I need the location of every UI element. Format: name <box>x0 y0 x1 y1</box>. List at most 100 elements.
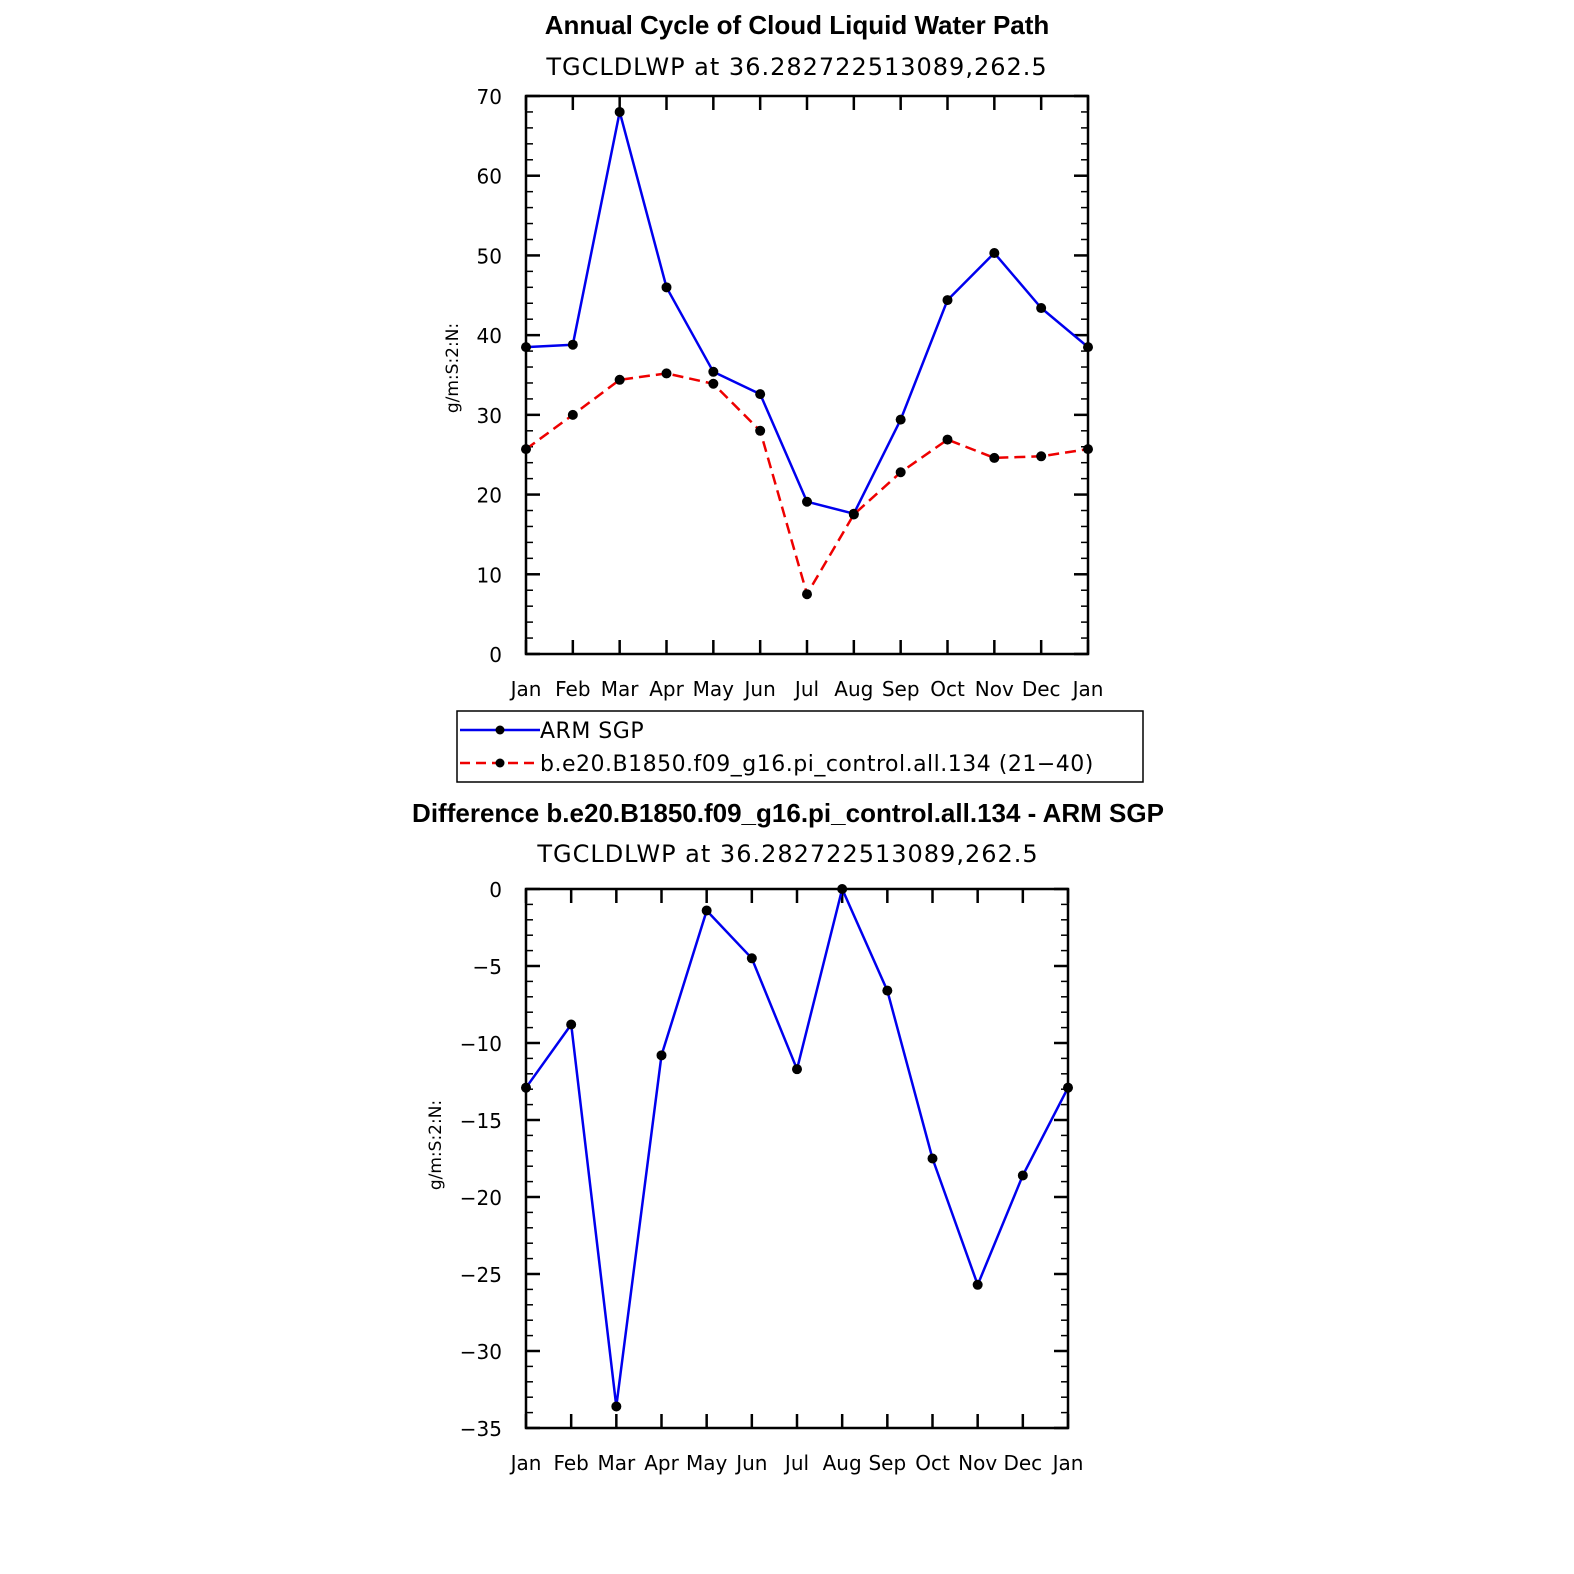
data-point <box>521 342 531 353</box>
legend-entry-arm-sgp: ARM SGP <box>460 719 644 744</box>
chart-title: Difference b.e20.B1850.f09_g16.pi_contro… <box>412 798 1164 828</box>
x-tick-label: Oct <box>915 1451 950 1475</box>
data-point <box>661 282 672 293</box>
x-tick-label: Apr <box>644 1451 679 1475</box>
x-tick-label: May <box>686 1451 728 1475</box>
x-tick-label: Mar <box>601 677 640 701</box>
data-point <box>942 434 953 445</box>
data-point <box>1036 451 1047 462</box>
data-point <box>708 366 719 377</box>
data-point <box>567 409 578 420</box>
y-tick-label: −20 <box>460 1186 502 1210</box>
y-tick-label: 10 <box>477 563 502 587</box>
y-tick-label: −10 <box>460 1032 502 1056</box>
data-point <box>755 425 766 436</box>
legend-marker-model <box>495 758 505 768</box>
x-tick-label: Dec <box>1022 677 1061 701</box>
data-point <box>1036 303 1047 314</box>
chart-title: Annual Cycle of Cloud Liquid Water Path <box>545 10 1050 40</box>
data-point <box>1063 1082 1073 1093</box>
data-point <box>989 248 1000 259</box>
y-tick-label: 0 <box>489 878 502 902</box>
data-point <box>895 467 906 478</box>
data-point <box>895 414 906 425</box>
data-point <box>614 106 625 117</box>
y-axis-label: g/m:S:2:N: <box>426 1100 446 1190</box>
legend: ARM SGP b.e20.B1850.f09_g16.pi_control.a… <box>456 710 1144 783</box>
annual-cycle-panel: Annual Cycle of Cloud Liquid Water Path … <box>443 10 1103 701</box>
y-tick-label: 0 <box>489 643 502 667</box>
data-point <box>614 374 625 385</box>
y-tick-label: 70 <box>477 85 502 109</box>
data-point <box>661 368 672 379</box>
chart-subtitle: TGCLDLWP at 36.282722513089,262.5 <box>545 53 1047 81</box>
x-tick-label: May <box>693 677 735 701</box>
data-point <box>942 295 953 306</box>
y-tick-label: −5 <box>473 955 502 979</box>
x-tick-label: Nov <box>958 1451 997 1475</box>
data-point <box>792 1064 802 1075</box>
series-line <box>525 110 1089 515</box>
data-point <box>882 985 893 996</box>
x-tick-label: Jan <box>509 677 542 701</box>
data-point <box>521 444 531 455</box>
plot-frame <box>524 94 1090 656</box>
data-point <box>1083 342 1093 353</box>
data-point <box>972 1279 983 1290</box>
x-tick-label: Aug <box>823 1451 862 1475</box>
data-point <box>802 496 812 507</box>
x-tick-label: Jun <box>743 677 776 701</box>
difference-panel: Difference b.e20.B1850.f09_g16.pi_contro… <box>412 798 1164 1475</box>
series-line <box>524 887 1070 1408</box>
x-tick-label: Jun <box>734 1451 767 1475</box>
data-point <box>701 905 712 916</box>
data-point <box>708 378 719 389</box>
legend-label-arm-sgp: ARM SGP <box>540 719 644 744</box>
series-line <box>525 372 1089 596</box>
chart-subtitle: TGCLDLWP at 36.282722513089,262.5 <box>536 840 1038 868</box>
x-tick-label: Jul <box>783 1451 809 1475</box>
data-point <box>848 509 859 520</box>
y-axis-label: g/m:S:2:N: <box>443 323 463 413</box>
y-tick-label: −25 <box>460 1263 502 1287</box>
plot-area: 0 −5 −10 −15 −20 −25 −30 −35 Jan Feb Mar Apr May Jun J… <box>460 878 1084 1475</box>
x-tick-label: Aug <box>834 677 873 701</box>
y-tick-label: 40 <box>477 324 502 348</box>
x-tick-label: Dec <box>1003 1451 1042 1475</box>
x-tick-label: Oct <box>930 677 965 701</box>
x-tick-label: Jul <box>793 677 819 701</box>
data-point <box>927 1153 938 1164</box>
x-tick-label: Sep <box>882 677 920 701</box>
x-tick-label: Nov <box>975 677 1014 701</box>
data-point <box>656 1050 667 1061</box>
data-point <box>521 1082 531 1093</box>
x-tick-label: Jan <box>1051 1451 1084 1475</box>
data-point <box>611 1401 622 1412</box>
data-point <box>1017 1170 1028 1181</box>
y-tick-label: 20 <box>477 484 502 508</box>
x-tick-label: Feb <box>555 677 590 701</box>
plot-area: 0 10 20 30 40 50 60 70 Jan Feb Mar Apr May Jun Jul Aug S… <box>477 85 1104 701</box>
x-tick-label: Jan <box>509 1451 542 1475</box>
y-tick-label: 50 <box>477 244 502 268</box>
data-point <box>567 339 578 350</box>
x-tick-label: Sep <box>868 1451 906 1475</box>
data-point <box>746 953 757 964</box>
y-tick-label: −15 <box>460 1109 502 1133</box>
legend-box <box>456 710 1144 783</box>
y-tick-label: 60 <box>477 165 502 189</box>
data-point <box>1083 444 1093 455</box>
data-point <box>989 452 1000 463</box>
data-point <box>755 389 766 400</box>
legend-entry-model: b.e20.B1850.f09_g16.pi_control.all.134 (… <box>460 752 1093 777</box>
x-tick-label: Jan <box>1071 677 1104 701</box>
data-point <box>802 589 812 600</box>
y-tick-label: 30 <box>477 404 502 428</box>
plot-frame <box>524 887 1070 1430</box>
x-tick-label: Mar <box>597 1451 636 1475</box>
data-point <box>837 884 848 894</box>
x-tick-label: Apr <box>649 677 684 701</box>
x-tick-label: Feb <box>553 1451 588 1475</box>
data-point <box>566 1019 577 1030</box>
